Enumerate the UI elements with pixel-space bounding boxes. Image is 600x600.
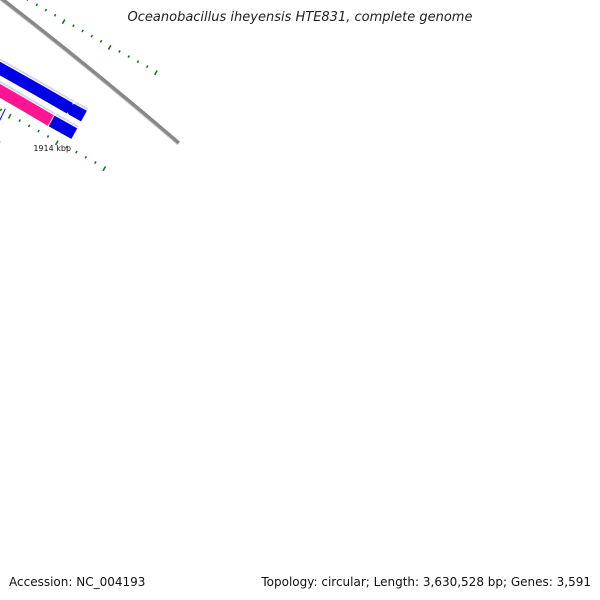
scale-tick [94,160,97,164]
scale-tick [7,113,12,119]
inner-scale-tick [35,3,39,7]
inner-scale-tick [107,44,112,51]
inner-scale-tick [99,39,103,43]
page-title: Oceanobacillus iheyensis HTE831, complet… [127,10,473,25]
scale-tick [84,155,88,159]
gene-feature-shadow [0,58,75,102]
scale-tick [54,140,59,146]
gene-feature [48,115,78,140]
inner-scale-tick [145,65,149,69]
scale-tick [46,134,50,138]
inner-scale-tick [81,29,84,33]
inner-scale-tick [72,24,75,28]
inner-scale-tick [61,19,66,25]
scale-tick [37,129,40,133]
gene-label: xseA [0,135,1,146]
gene-leader-line [0,108,6,121]
inner-scale-tick [136,60,140,64]
gene-feature-shadow [75,101,89,110]
inner-scale-tick [53,13,57,17]
inner-scale-tick [118,49,121,53]
gene-feature [0,61,74,114]
inner-scale-tick [154,70,158,76]
accession-text: Accession: NC_004193 [9,575,146,589]
backbone-ring [0,0,180,145]
scale-tick [75,150,78,154]
scale-tick [102,166,107,172]
backbone-highlight [0,0,179,146]
scale-tick [0,108,3,112]
topology-summary: Topology: circular; Length: 3,630,528 bp… [261,575,591,589]
inner-scale-tick [44,8,48,12]
gene-feature-shadow [55,113,79,128]
inner-scale-tick [26,0,29,1]
scale-tick [18,119,22,123]
inner-scale-tick [90,34,94,38]
scale-tick [27,124,31,128]
gene-feature-shadow [0,80,55,115]
scale-tick [65,145,69,149]
gene-feature [0,83,55,127]
inner-scale-tick [127,55,131,59]
kbp-label: 1914 kbp [33,144,71,153]
